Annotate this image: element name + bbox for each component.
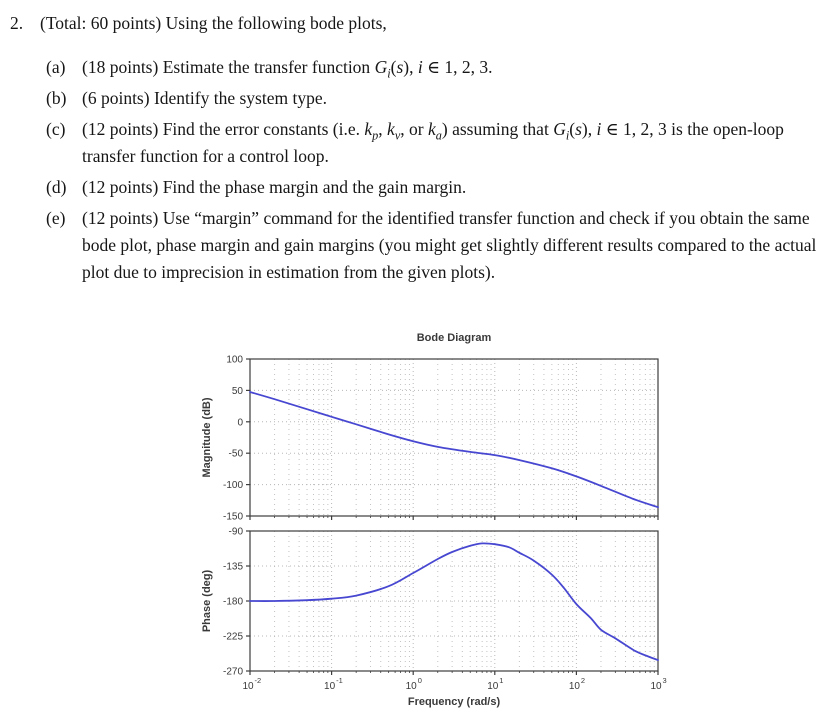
- y-tick-label: -90: [229, 527, 244, 538]
- problem-header-text: (Total: 60 points) Using the following b…: [40, 13, 387, 33]
- item-d-text: (12 points) Find the phase margin and th…: [82, 177, 467, 197]
- item-b: (b) (6 points) Identify the system type.: [8, 85, 826, 112]
- x-tick-exponent: 2: [581, 676, 585, 685]
- y-tick-label: 100: [226, 355, 243, 366]
- y-tick-label: 50: [232, 386, 244, 397]
- problem-statement: 2. (Total: 60 points) Using the followin…: [8, 10, 826, 290]
- item-b-text: (6 points) Identify the system type.: [82, 88, 327, 108]
- x-tick-label: 10: [242, 681, 254, 692]
- x-tick-label: 10: [487, 681, 499, 692]
- magnitude-ylabel: Magnitude (dB): [201, 397, 213, 477]
- item-b-label: (b): [46, 88, 67, 108]
- item-a-text: (18 points) Estimate the transfer functi…: [82, 57, 493, 81]
- item-d-label: (d): [46, 177, 67, 197]
- y-tick-label: 0: [237, 417, 243, 428]
- x-tick-exponent: 0: [418, 676, 422, 685]
- y-tick-label: -180: [223, 597, 243, 608]
- magnitude-plot: 100 50 0 -50 -100 -150 Magnitude (dB): [201, 355, 659, 523]
- y-tick-label: -50: [229, 449, 244, 460]
- x-tick-label: 10: [324, 681, 336, 692]
- bode-diagram-figure: 100 50 0 -50 -100 -150 Magnitude (dB) -90 -135 -1…: [180, 323, 690, 718]
- x-axis-label: Frequency (rad/s): [408, 696, 501, 708]
- phase-ylabel: Phase (deg): [201, 569, 213, 632]
- y-tick-label: -100: [223, 480, 243, 491]
- item-a-label: (a): [46, 57, 66, 77]
- y-tick-label: -135: [223, 562, 243, 573]
- item-a: (a) (18 points) Estimate the transfer fu…: [8, 54, 826, 81]
- phase-curve: [249, 542, 659, 661]
- problem-number: 2.: [10, 13, 24, 33]
- x-tick-label: 10: [406, 681, 418, 692]
- item-c-label: (c): [46, 119, 66, 139]
- x-tick-exponent: 1: [499, 676, 503, 685]
- item-d: (d) (12 points) Find the phase margin an…: [8, 174, 826, 201]
- magnitude-axis-box: [249, 358, 659, 517]
- y-tick-label: -150: [223, 512, 243, 523]
- item-e-text: (12 points) Use “margin” command for the…: [82, 208, 817, 282]
- phase-plot: -90 -135 -180 -225 -270 Phase (deg): [201, 527, 659, 678]
- x-tick-exponent: -2: [255, 676, 262, 685]
- y-tick-label: -270: [223, 667, 243, 678]
- problem-header: 2. (Total: 60 points) Using the followin…: [8, 10, 826, 37]
- chart-title: Bode Diagram: [417, 332, 492, 344]
- item-c-text: (12 points) Find the error constants (i.…: [82, 119, 784, 166]
- y-tick-label: -225: [223, 632, 243, 643]
- x-tick-label: 10: [569, 681, 581, 692]
- x-tick-exponent: -1: [336, 676, 343, 685]
- magnitude-curve: [249, 391, 659, 509]
- item-e-label: (e): [46, 208, 66, 228]
- item-e: (e) (12 points) Use “margin” command for…: [8, 205, 826, 286]
- x-tick-exponent: 3: [663, 676, 667, 685]
- x-tick-label: 10: [650, 681, 662, 692]
- item-c: (c) (12 points) Find the error constants…: [8, 116, 826, 170]
